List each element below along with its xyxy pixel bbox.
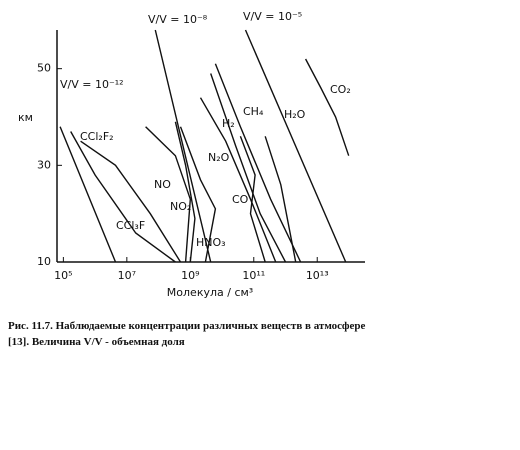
- series-label: HNO₃: [196, 236, 226, 249]
- series-label: NO₂: [170, 200, 191, 213]
- series-line: [154, 29, 212, 263]
- series-label: H₂: [222, 117, 235, 130]
- series-label: V/V = 10⁻¹²: [60, 78, 124, 91]
- series-line: [70, 131, 176, 263]
- series-label: NO: [154, 178, 171, 191]
- series-line: [59, 126, 117, 263]
- series-label: H₂O: [284, 108, 306, 121]
- series-label: N₂O: [208, 151, 230, 164]
- series-line: [80, 140, 182, 263]
- series-line: [239, 136, 266, 263]
- series-label: CO: [232, 193, 249, 206]
- series-label: CO₂: [330, 83, 351, 96]
- chart: км Молекула / см³ 10 30 50 10⁵ 10⁷ 10⁹ 10¹¹ 10¹…: [18, 10, 365, 299]
- series-line: [210, 73, 287, 263]
- series-line: [304, 58, 350, 156]
- x-tick-label: 10¹³: [306, 269, 329, 282]
- y-tick-label: 50: [37, 62, 51, 75]
- series-line: [179, 126, 217, 263]
- series-line: [145, 126, 192, 263]
- y-axis-label: км: [18, 111, 33, 124]
- series-line: [214, 63, 302, 263]
- x-tick-label: 10⁹: [181, 269, 199, 282]
- series-label: CH₄: [243, 105, 264, 118]
- x-tick-label: 10⁷: [118, 269, 136, 282]
- y-tick-label: 30: [37, 158, 51, 171]
- series-line: [264, 136, 297, 263]
- series-label: CCl₂F₂: [80, 130, 114, 143]
- x-tick-label: 10¹¹: [242, 269, 265, 282]
- series-line: [174, 121, 196, 263]
- x-axis-label: Молекула / см³: [167, 286, 253, 299]
- x-tick-label: 10⁵: [54, 269, 72, 282]
- series-label: CCl₃F: [116, 219, 145, 232]
- series-label: V/V = 10⁻⁸: [148, 13, 208, 26]
- caption: Рис. 11.7. Наблюдаемые концентрации разл…: [8, 320, 366, 348]
- y-tick-label: 10: [37, 255, 51, 268]
- series-line: [244, 29, 347, 263]
- series-line: [199, 97, 277, 263]
- series-label: V/V = 10⁻⁵: [243, 10, 302, 23]
